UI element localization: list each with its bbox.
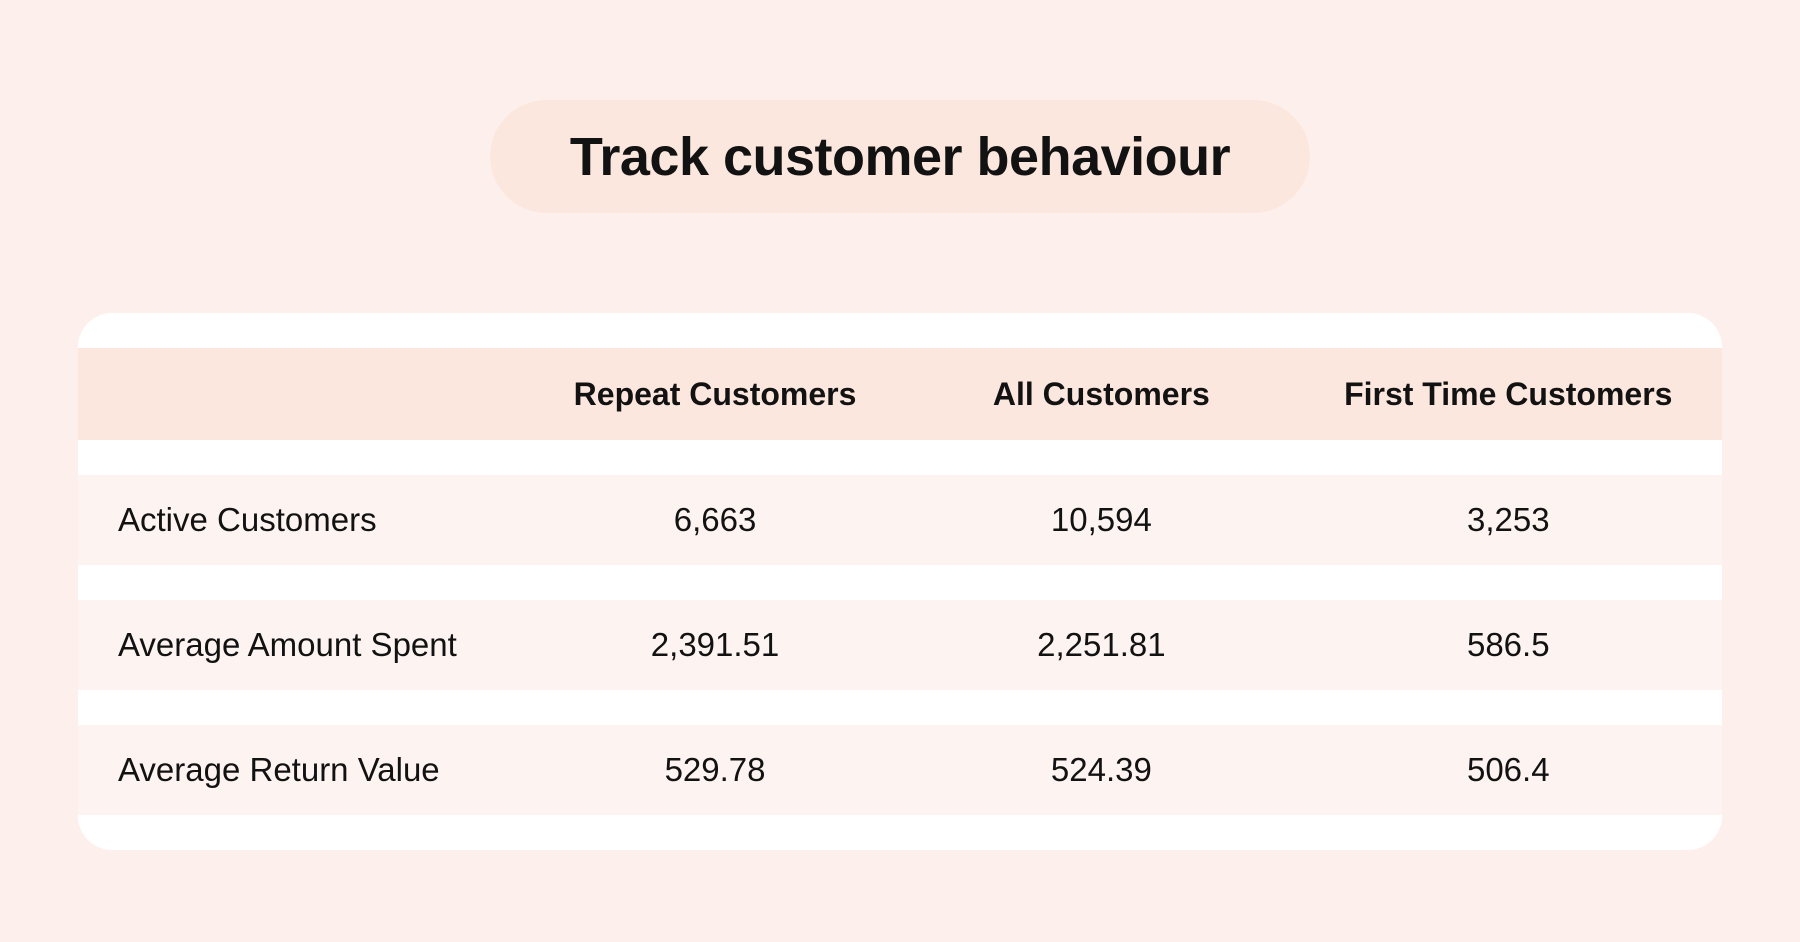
column-header-first-time-customers: First Time Customers: [1294, 348, 1722, 440]
cell-amount-all: 2,251.81: [908, 600, 1295, 690]
cell-active-first-time: 3,253: [1294, 475, 1722, 565]
row-label-active-customers: Active Customers: [78, 475, 522, 565]
table-header-row: Repeat Customers All Customers First Tim…: [78, 348, 1722, 440]
customer-metrics-table: Repeat Customers All Customers First Tim…: [78, 313, 1722, 850]
column-header-blank: [78, 348, 522, 440]
page-title-pill: Track customer behaviour: [490, 100, 1310, 213]
customer-metrics-card: Repeat Customers All Customers First Tim…: [78, 313, 1722, 850]
table-row: Average Amount Spent 2,391.51 2,251.81 5…: [78, 600, 1722, 690]
cell-active-all: 10,594: [908, 475, 1295, 565]
row-label-average-amount-spent: Average Amount Spent: [78, 600, 522, 690]
cell-amount-repeat: 2,391.51: [521, 600, 909, 690]
page-title: Track customer behaviour: [569, 126, 1231, 187]
cell-active-repeat: 6,663: [521, 475, 909, 565]
row-label-average-return-value: Average Return Value: [78, 725, 522, 815]
cell-return-first-time: 506.4: [1294, 725, 1722, 815]
table-row: Average Return Value 529.78 524.39 506.4: [78, 725, 1722, 815]
column-header-repeat-customers: Repeat Customers: [521, 348, 909, 440]
cell-return-all: 524.39: [908, 725, 1295, 815]
cell-return-repeat: 529.78: [521, 725, 909, 815]
column-header-all-customers: All Customers: [908, 348, 1295, 440]
cell-amount-first-time: 586.5: [1294, 600, 1722, 690]
table-row: Active Customers 6,663 10,594 3,253: [78, 475, 1722, 565]
